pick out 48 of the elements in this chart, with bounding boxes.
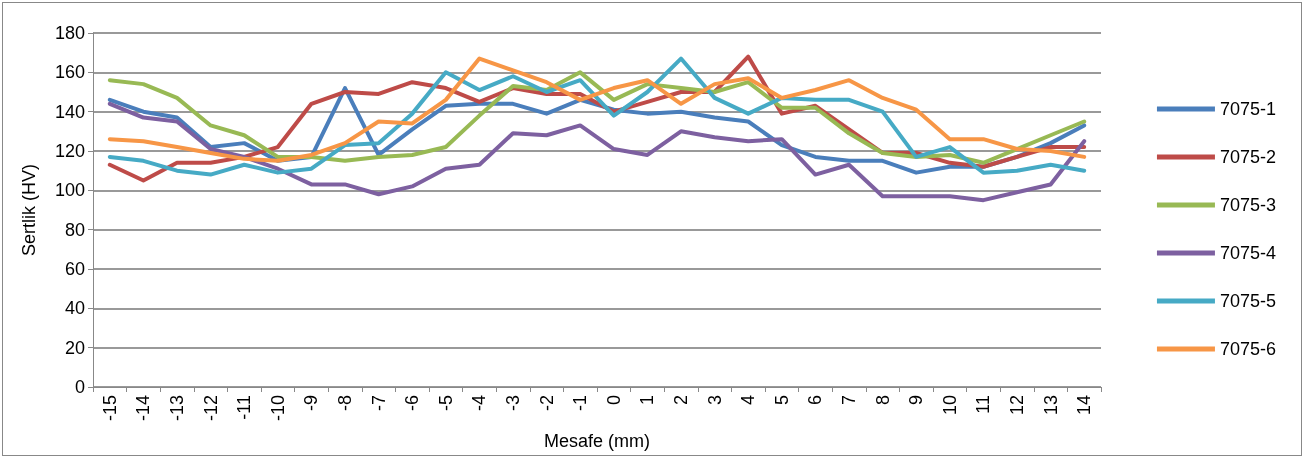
y-tick-label: 60 xyxy=(64,259,85,279)
y-tick-label: 160 xyxy=(54,62,85,83)
x-tick-label: -11 xyxy=(234,395,255,420)
x-tick-label: 2 xyxy=(671,395,691,406)
x-axis-title: Mesafe (mm) xyxy=(543,431,651,451)
x-tick-label: 4 xyxy=(738,395,759,406)
x-tick-label: -10 xyxy=(267,395,288,422)
x-tick-label: -15 xyxy=(99,395,120,422)
x-tick-label: -8 xyxy=(335,395,355,412)
y-tick-label: 20 xyxy=(64,337,85,358)
x-tick-label: -1 xyxy=(570,395,591,412)
y-tick-label: 40 xyxy=(64,298,85,319)
y-tick-label: 80 xyxy=(64,219,85,240)
x-tick-label: 9 xyxy=(906,395,927,406)
x-tick-label: -13 xyxy=(167,395,187,422)
x-tick-label: -12 xyxy=(200,395,221,422)
x-tick-label: -7 xyxy=(368,395,389,412)
y-tick-label: 120 xyxy=(54,141,85,161)
legend-label: 7075-6 xyxy=(1219,339,1277,359)
legend-label: 7075-2 xyxy=(1219,147,1277,167)
x-tick-label: 8 xyxy=(872,395,893,406)
x-tick-label: 7 xyxy=(839,395,859,406)
x-tick-label: 12 xyxy=(1007,395,1027,416)
x-tick-label: 11 xyxy=(973,395,994,414)
x-tick-label: 3 xyxy=(704,395,725,406)
x-tick-label: 14 xyxy=(1074,395,1095,416)
x-tick-label: 10 xyxy=(939,395,960,416)
x-tick-label: -5 xyxy=(435,395,456,412)
x-tick-label: -6 xyxy=(402,395,423,412)
x-tick-label: -9 xyxy=(301,395,322,412)
y-tick-label: 140 xyxy=(54,101,85,122)
x-tick-label: 13 xyxy=(1040,395,1061,416)
legend-label: 7075-1 xyxy=(1219,99,1277,119)
x-tick-label: 6 xyxy=(805,395,826,406)
legend-label: 7075-3 xyxy=(1219,195,1277,215)
x-tick-label: -14 xyxy=(133,395,154,422)
x-tick-label: 1 xyxy=(637,395,658,406)
x-tick-label: -4 xyxy=(469,395,490,412)
legend-label: 7075-4 xyxy=(1219,243,1277,263)
line-series xyxy=(107,101,1087,203)
x-tick-label: -2 xyxy=(536,395,557,412)
x-tick-label: 0 xyxy=(603,395,624,406)
legend-label: 7075-5 xyxy=(1219,291,1277,311)
x-tick-label: 5 xyxy=(771,395,792,406)
x-tick-label: -3 xyxy=(503,395,523,412)
y-tick-label: 100 xyxy=(54,180,85,201)
y-tick-label: 180 xyxy=(54,23,85,43)
y-axis-title: Sertlik (HV) xyxy=(19,163,39,257)
